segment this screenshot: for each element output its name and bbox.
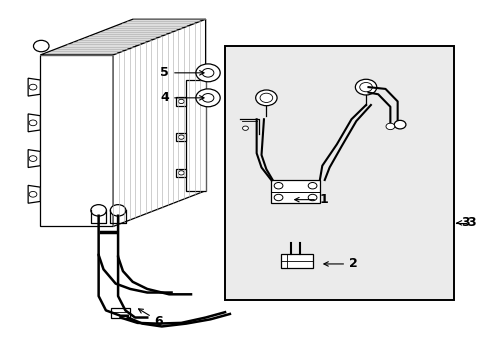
Circle shape — [29, 120, 37, 126]
Bar — [281, 254, 312, 267]
Circle shape — [178, 171, 184, 175]
Polygon shape — [40, 19, 205, 55]
Polygon shape — [176, 97, 186, 106]
Circle shape — [355, 79, 376, 95]
Circle shape — [393, 120, 405, 129]
Circle shape — [255, 90, 277, 106]
Bar — [271, 180, 319, 203]
Circle shape — [274, 183, 283, 189]
Bar — [224, 46, 453, 300]
Circle shape — [29, 192, 37, 197]
Circle shape — [242, 126, 248, 130]
Text: 1: 1 — [294, 193, 328, 206]
Text: 6: 6 — [138, 309, 163, 328]
Circle shape — [178, 135, 184, 139]
Polygon shape — [40, 55, 113, 226]
Polygon shape — [28, 185, 40, 203]
Polygon shape — [176, 133, 186, 141]
Circle shape — [359, 82, 372, 92]
Polygon shape — [186, 80, 205, 191]
Circle shape — [307, 194, 316, 201]
Circle shape — [202, 94, 213, 102]
Circle shape — [202, 68, 213, 77]
Bar — [111, 307, 130, 318]
Circle shape — [385, 123, 394, 130]
Text: 3: 3 — [466, 216, 475, 229]
Circle shape — [33, 40, 49, 52]
Text: 5: 5 — [160, 66, 203, 79]
Circle shape — [196, 64, 220, 82]
Polygon shape — [28, 114, 40, 132]
Circle shape — [178, 99, 184, 104]
Circle shape — [91, 204, 106, 216]
Circle shape — [29, 156, 37, 161]
Circle shape — [196, 89, 220, 107]
Text: 4: 4 — [160, 91, 203, 104]
Circle shape — [307, 183, 316, 189]
Circle shape — [274, 194, 283, 201]
Text: 3: 3 — [456, 216, 468, 229]
Polygon shape — [113, 19, 205, 226]
Circle shape — [29, 84, 37, 90]
Polygon shape — [176, 168, 186, 177]
Circle shape — [260, 93, 272, 103]
Circle shape — [110, 204, 125, 216]
Text: 2: 2 — [323, 257, 357, 270]
Polygon shape — [28, 150, 40, 167]
Polygon shape — [28, 78, 40, 96]
